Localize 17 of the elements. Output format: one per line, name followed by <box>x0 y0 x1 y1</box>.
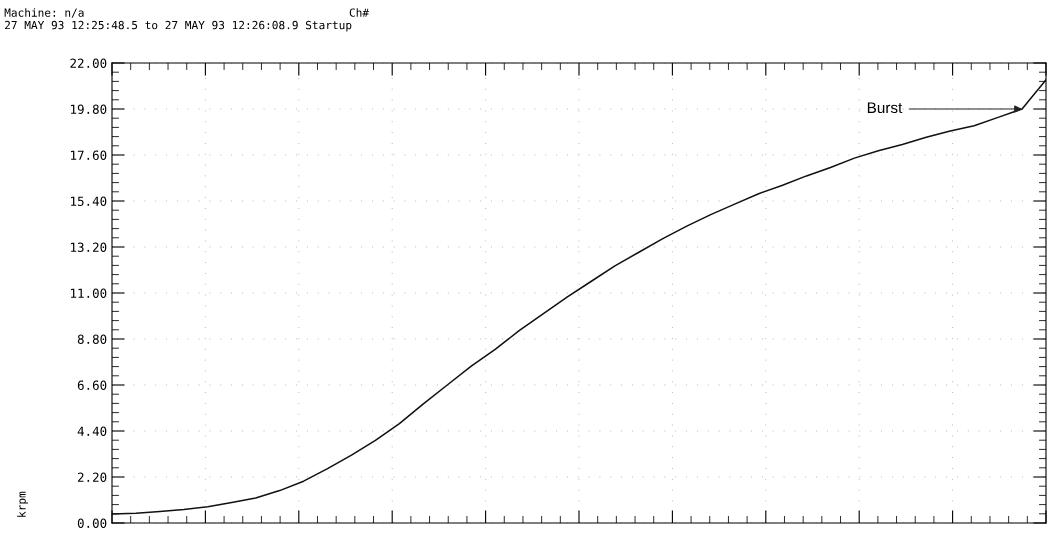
y-tick-label: 2.20 <box>77 472 107 482</box>
chart-title: Machine: n/a <box>4 8 84 18</box>
y-tick-label: 8.80 <box>77 334 107 344</box>
chart-subtitle: 27 MAY 93 12:25:48.5 to 27 MAY 93 12:26:08.9 Startup <box>5 20 352 32</box>
y-tick-label: 11.00 <box>71 288 107 298</box>
y-axis-title: krpm <box>17 491 28 517</box>
y-tick-label: 15.40 <box>71 196 107 206</box>
y-tick-label: 4.40 <box>77 426 107 436</box>
line-series <box>112 78 1046 515</box>
annotation: Burst <box>867 102 903 114</box>
y-tick-label: 6.60 <box>77 380 107 390</box>
text: Ch# <box>349 8 370 17</box>
y-tick-label: 17.60 <box>71 150 107 160</box>
y-tick-label: 13.20 <box>71 242 107 252</box>
y-tick-label: 19.80 <box>71 104 107 114</box>
y-tick-label: 0.00 <box>77 518 107 528</box>
y-tick-label: 22.00 <box>70 58 107 68</box>
